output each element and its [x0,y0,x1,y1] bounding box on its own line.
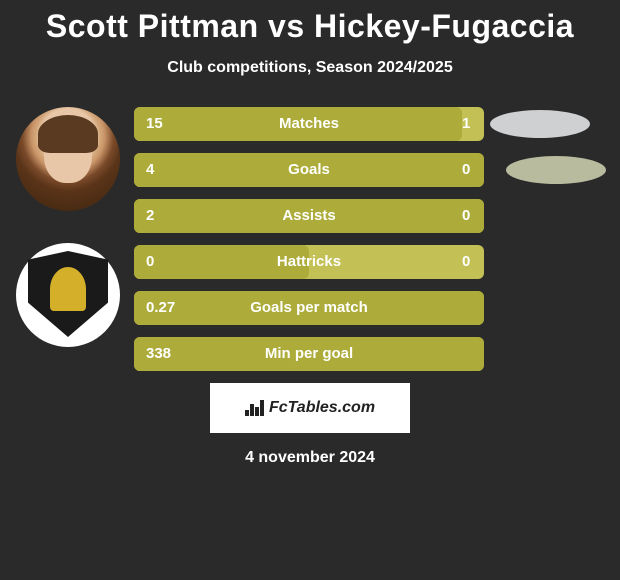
page-title: Scott Pittman vs Hickey-Fugaccia [0,0,620,45]
comparison-card: Scott Pittman vs Hickey-Fugaccia Club co… [0,0,620,580]
form-ellipse [506,156,606,184]
branding-text: FcTables.com [269,399,375,417]
bars-icon [245,400,265,416]
stat-label: Goals [134,153,484,187]
date-text: 4 november 2024 [0,449,620,467]
club-logo [16,243,120,347]
stat-row: 15Matches1 [134,107,610,141]
content-area: 15Matches14Goals02Assists00Hattricks00.2… [0,107,620,371]
stat-row: 338Min per goal [134,337,610,371]
stat-label: Min per goal [134,337,484,371]
stat-label: Hattricks [134,245,484,279]
stat-value-right: 1 [462,107,482,141]
stat-rows: 15Matches14Goals02Assists00Hattricks00.2… [134,107,610,371]
shield-icon [28,251,108,337]
stat-row: 2Assists0 [134,199,610,233]
stat-label: Goals per match [134,291,484,325]
stat-value-right: 0 [462,199,482,233]
branding-badge[interactable]: FcTables.com [210,383,410,433]
form-ellipse [490,110,590,138]
subtitle: Club competitions, Season 2024/2025 [0,59,620,77]
stat-row: 4Goals0 [134,153,610,187]
stat-label: Matches [134,107,484,141]
stat-row: 0.27Goals per match [134,291,610,325]
stat-value-right: 0 [462,153,482,187]
stat-label: Assists [134,199,484,233]
left-column [8,107,128,347]
player-avatar [16,107,120,211]
stat-row: 0Hattricks0 [134,245,610,279]
stat-value-right: 0 [462,245,482,279]
